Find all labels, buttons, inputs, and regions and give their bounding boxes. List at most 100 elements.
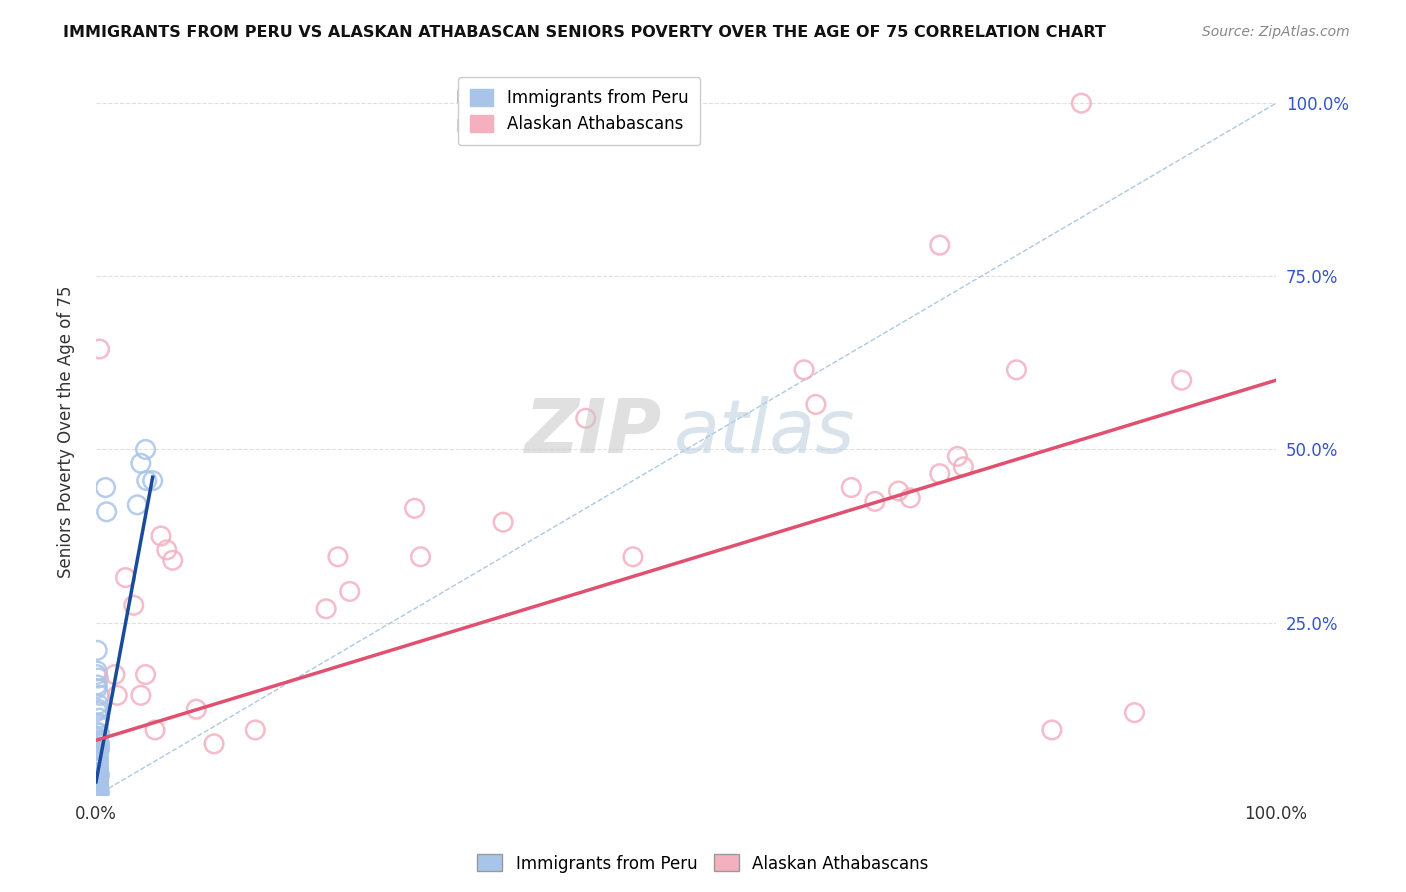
Point	[87, 775, 110, 789]
Point	[839, 481, 862, 495]
Point	[135, 667, 157, 681]
Point	[87, 767, 110, 781]
Point	[898, 491, 921, 505]
Point	[87, 781, 110, 796]
Point	[86, 784, 108, 798]
Point	[135, 442, 157, 457]
Point	[86, 775, 108, 789]
Point	[86, 759, 108, 773]
Point	[86, 788, 108, 802]
Point	[86, 750, 108, 764]
Point	[89, 741, 111, 756]
Point	[1005, 363, 1028, 377]
Point	[87, 755, 110, 769]
Point	[87, 787, 110, 801]
Point	[621, 549, 644, 564]
Point	[86, 787, 108, 801]
Point	[86, 788, 108, 802]
Point	[87, 761, 110, 775]
Point	[1040, 723, 1063, 737]
Point	[87, 744, 110, 758]
Point	[946, 450, 969, 464]
Point	[86, 767, 108, 781]
Point	[863, 494, 886, 508]
Legend: Immigrants from Peru, Alaskan Athabascans: Immigrants from Peru, Alaskan Athabascan…	[471, 847, 935, 880]
Point	[87, 753, 110, 767]
Point	[1070, 96, 1092, 111]
Point	[86, 747, 108, 761]
Y-axis label: Seniors Poverty Over the Age of 75: Seniors Poverty Over the Age of 75	[58, 286, 75, 578]
Point	[86, 704, 108, 718]
Point	[87, 767, 110, 781]
Point	[186, 702, 208, 716]
Point	[86, 780, 108, 795]
Point	[86, 731, 108, 746]
Point	[804, 397, 827, 411]
Point	[86, 781, 108, 796]
Point	[86, 747, 108, 762]
Point	[87, 772, 110, 787]
Point	[86, 784, 108, 798]
Point	[86, 788, 108, 802]
Point	[87, 775, 110, 789]
Point	[86, 748, 108, 763]
Point	[87, 769, 110, 783]
Point	[404, 501, 426, 516]
Point	[87, 753, 110, 767]
Point	[409, 549, 432, 564]
Point	[129, 689, 152, 703]
Point	[86, 772, 108, 787]
Point	[87, 698, 110, 712]
Point	[114, 571, 136, 585]
Text: Source: ZipAtlas.com: Source: ZipAtlas.com	[1202, 25, 1350, 39]
Point	[86, 778, 108, 792]
Point	[86, 772, 108, 786]
Point	[86, 781, 108, 796]
Point	[87, 761, 110, 775]
Point	[86, 781, 108, 796]
Text: IMMIGRANTS FROM PERU VS ALASKAN ATHABASCAN SENIORS POVERTY OVER THE AGE OF 75 CO: IMMIGRANTS FROM PERU VS ALASKAN ATHABASC…	[63, 25, 1107, 40]
Point	[86, 754, 108, 768]
Text: ZIP: ZIP	[526, 396, 662, 468]
Point	[89, 726, 111, 740]
Point	[86, 678, 108, 692]
Point	[127, 498, 149, 512]
Point	[87, 734, 110, 748]
Point	[86, 643, 108, 657]
Point	[87, 779, 110, 793]
Point	[1170, 373, 1192, 387]
Point	[89, 689, 111, 703]
Point	[1123, 706, 1146, 720]
Point	[89, 768, 111, 782]
Point	[86, 773, 108, 788]
Point	[86, 725, 108, 739]
Point	[86, 779, 108, 793]
Point	[162, 553, 184, 567]
Point	[87, 747, 110, 762]
Point	[143, 723, 166, 737]
Point	[87, 781, 110, 796]
Point	[86, 774, 108, 789]
Point	[339, 584, 361, 599]
Point	[86, 781, 108, 796]
Point	[87, 784, 110, 798]
Point	[928, 238, 950, 252]
Point	[86, 766, 108, 780]
Point	[86, 760, 108, 774]
Point	[793, 363, 815, 377]
Point	[129, 456, 152, 470]
Point	[87, 671, 110, 685]
Point	[142, 474, 165, 488]
Point	[89, 737, 111, 751]
Point	[87, 702, 110, 716]
Point	[96, 505, 118, 519]
Point	[87, 781, 110, 796]
Point	[315, 601, 337, 615]
Point	[326, 549, 349, 564]
Point	[86, 779, 108, 793]
Point	[156, 542, 179, 557]
Point	[94, 481, 117, 495]
Point	[87, 780, 110, 795]
Legend: Immigrants from Peru, Alaskan Athabascans: Immigrants from Peru, Alaskan Athabascan…	[458, 77, 700, 145]
Point	[86, 786, 108, 800]
